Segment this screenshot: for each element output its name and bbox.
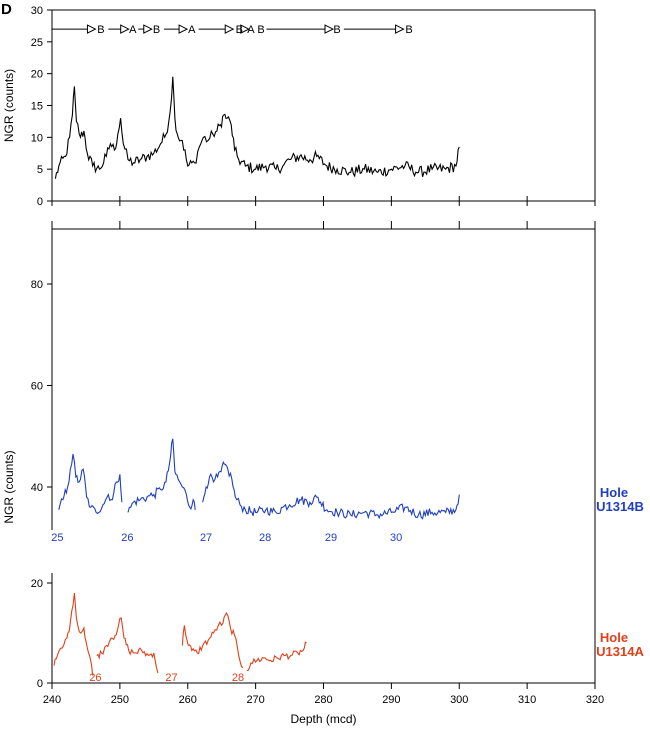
sequence-arrow-head: [324, 24, 335, 34]
x-axis-title: Depth (mcd): [290, 712, 356, 726]
sequence-arrow-head: [86, 24, 97, 34]
x-tick-label: 280: [314, 694, 332, 706]
holeB-core-label: 30: [390, 532, 402, 544]
panel-frames: [51, 9, 596, 684]
holeA-y-tick-label: 0: [37, 678, 43, 690]
sequence-arrow-head: [143, 24, 153, 34]
x-tick-label: 270: [246, 694, 264, 706]
panel-letter: D: [1, 1, 12, 18]
holeA-ngr-line: [181, 611, 244, 669]
top-y-tick-label: 5: [37, 164, 43, 176]
top-y-tick-label: 25: [31, 37, 43, 49]
sequence-label: B: [97, 24, 104, 36]
x-tick-label: 290: [382, 694, 400, 706]
holeA-core-label: 27: [165, 672, 177, 684]
sequence-label: B: [236, 24, 243, 36]
top-y-tick-label: 10: [31, 132, 43, 144]
holeB-ngr-line: [58, 453, 123, 515]
x-tick-label: 320: [586, 694, 604, 706]
holeB-core-label: 28: [259, 532, 271, 544]
holeB-ngr-line: [127, 438, 196, 513]
top-y-axis-title: NGR (counts): [2, 69, 16, 142]
holeB-label-line1: Hole: [600, 485, 628, 500]
holeA-label-line2: U1314A: [596, 644, 644, 659]
top-y-tick-label: 0: [37, 196, 43, 208]
x-tick-label: 300: [450, 694, 468, 706]
holeB-core-label: 27: [200, 532, 212, 544]
sequence-arrow-head: [224, 24, 235, 34]
sequence-label: B: [257, 24, 264, 36]
holeA-core-label: 28: [232, 672, 244, 684]
sequence-label: B: [333, 24, 340, 36]
sequence-label: B: [153, 24, 160, 36]
holeB-ngr-line: [202, 460, 460, 520]
top-y-tick-label: 20: [31, 69, 43, 81]
holeA-ngr-line: [246, 641, 307, 672]
x-tick-label: 260: [179, 694, 197, 706]
top-y-tick-label: 30: [31, 5, 43, 17]
sequence-arrow-head: [240, 24, 250, 34]
sequence-label: B: [405, 24, 412, 36]
holeA-core-label: 26: [89, 672, 101, 684]
holeB-core-label: 29: [325, 532, 337, 544]
composite-ngr-line: [54, 76, 460, 179]
series-lines: [53, 76, 460, 676]
lower-y-axis-title: NGR (counts): [2, 450, 16, 523]
top-panel-frame: [51, 9, 596, 202]
sequence-label: A: [129, 24, 137, 36]
holeB-y-tick-label: 40: [31, 482, 43, 494]
holeB-core-label: 25: [51, 532, 63, 544]
sequence-arrow-head: [178, 24, 189, 34]
sequence-arrow-head: [120, 24, 130, 34]
holeA-ngr-line: [96, 617, 159, 674]
holeA-y-tick-label: 20: [31, 578, 43, 590]
holeB-core-label: 26: [121, 532, 133, 544]
holeA-label-line1: Hole: [600, 630, 628, 645]
x-tick-label: 240: [43, 694, 61, 706]
holeB-y-tick-label: 80: [31, 279, 43, 291]
x-tick-label: 250: [111, 694, 129, 706]
x-tick-label: 310: [518, 694, 536, 706]
holeB-y-tick-label: 60: [31, 381, 43, 393]
top-y-tick-label: 15: [31, 101, 43, 113]
holeA-ngr-line: [53, 592, 94, 676]
sequence-label: A: [188, 24, 196, 36]
sequence-arrow-head: [395, 24, 405, 34]
holeB-label-line2: U1314B: [596, 499, 644, 514]
sequence-label: A: [247, 24, 255, 36]
